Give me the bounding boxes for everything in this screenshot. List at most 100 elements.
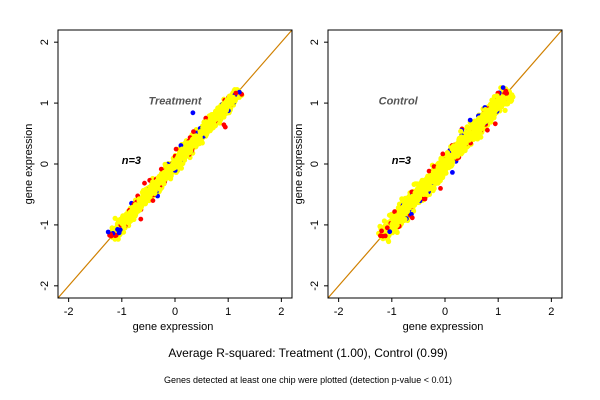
data-point <box>178 151 184 158</box>
sample-size-label: n=3 <box>392 155 411 167</box>
y-tick-label: 1 <box>39 100 51 106</box>
y-axis-label: gene expression <box>293 124 305 205</box>
data-point <box>190 110 196 116</box>
data-point <box>461 140 467 146</box>
data-point <box>502 107 508 113</box>
data-point <box>505 101 511 107</box>
data-point <box>432 179 438 185</box>
data-point <box>442 168 448 174</box>
data-point <box>157 186 163 193</box>
data-point <box>150 198 156 204</box>
data-point <box>126 220 132 226</box>
data-point <box>450 170 455 175</box>
panel-title: Control <box>379 95 419 107</box>
data-point <box>470 134 476 140</box>
data-point <box>142 198 148 204</box>
x-tick-label: 0 <box>442 306 448 318</box>
data-point <box>458 128 464 134</box>
panel-title: Treatment <box>149 95 203 107</box>
data-point <box>509 92 515 98</box>
data-point <box>445 152 451 158</box>
y-tick-label: 0 <box>309 161 321 167</box>
data-point <box>162 161 168 167</box>
data-point <box>223 107 229 114</box>
data-point <box>450 159 456 165</box>
data-point <box>402 216 408 222</box>
data-point <box>149 183 155 189</box>
data-point <box>469 130 475 136</box>
data-point <box>459 136 465 142</box>
data-point <box>436 166 443 172</box>
data-point <box>230 94 236 100</box>
data-point <box>158 166 164 172</box>
data-point <box>191 129 196 135</box>
data-point <box>396 218 403 224</box>
y-tick-label: -2 <box>309 281 321 291</box>
data-point <box>423 191 429 197</box>
data-point <box>492 121 498 127</box>
data-point <box>440 151 446 157</box>
data-point <box>108 233 114 239</box>
data-point <box>153 185 159 191</box>
data-point <box>432 168 439 174</box>
data-point <box>208 119 214 125</box>
data-point <box>491 104 497 110</box>
data-point <box>411 198 417 204</box>
data-point <box>384 225 390 231</box>
data-point <box>458 151 464 157</box>
data-point <box>163 168 169 174</box>
y-tick-label: 1 <box>309 100 321 106</box>
data-point <box>447 164 453 170</box>
data-point <box>137 198 144 204</box>
data-point <box>172 163 178 169</box>
data-point <box>189 137 195 143</box>
data-point <box>436 160 442 166</box>
data-point <box>177 157 183 163</box>
x-tick-label: 2 <box>278 306 284 318</box>
data-point <box>466 136 472 142</box>
data-point <box>186 140 192 146</box>
point-cloud <box>376 85 516 245</box>
data-point <box>409 193 415 199</box>
data-point <box>479 114 485 120</box>
data-point <box>120 219 126 225</box>
data-point <box>469 122 475 128</box>
data-point <box>233 90 239 96</box>
data-point <box>194 135 200 141</box>
data-point <box>214 113 220 119</box>
data-point <box>405 202 411 208</box>
data-point <box>426 168 432 174</box>
data-point <box>509 97 515 103</box>
data-point <box>380 233 386 239</box>
data-point <box>501 99 507 105</box>
x-tick-label: -1 <box>117 306 127 318</box>
data-point <box>500 85 506 90</box>
y-tick-label: 2 <box>39 39 51 45</box>
x-tick-label: -2 <box>334 306 344 318</box>
data-point <box>222 124 228 130</box>
x-tick-label: 1 <box>495 306 501 318</box>
data-point <box>153 179 159 185</box>
x-tick-label: -1 <box>387 306 397 318</box>
data-point <box>396 212 402 218</box>
data-point <box>434 175 440 181</box>
data-point <box>229 101 235 107</box>
control-panel: -2 -1 0 1 2 -2 -1 0 1 2 gene expression gene expres… <box>293 29 563 333</box>
data-point <box>424 183 430 189</box>
data-point <box>404 198 410 204</box>
data-point <box>495 100 502 106</box>
data-point <box>225 102 231 108</box>
data-point <box>400 210 406 217</box>
data-point <box>463 129 470 135</box>
x-axis-label: gene expression <box>133 321 214 333</box>
data-point <box>449 152 455 158</box>
data-point <box>474 121 480 127</box>
data-point <box>126 212 133 218</box>
data-point <box>467 117 473 123</box>
data-point <box>105 229 111 235</box>
data-point <box>455 140 461 146</box>
treatment-panel: -2 -1 0 1 2 -2 -1 0 1 2 gene expression gene expres… <box>23 29 293 333</box>
data-point <box>458 147 464 153</box>
x-tick-label: 2 <box>548 306 554 318</box>
